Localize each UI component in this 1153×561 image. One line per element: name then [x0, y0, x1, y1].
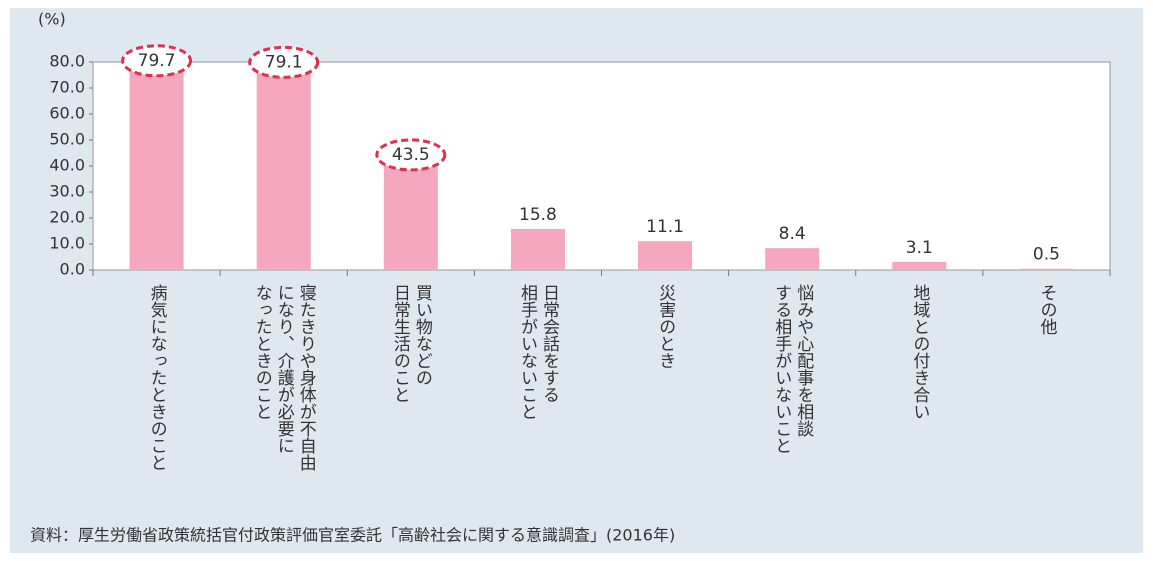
y-tick-label: 50.0 — [49, 130, 85, 149]
plot-area — [92, 61, 1111, 271]
x-tick-label: 日常生活のこと — [390, 284, 411, 403]
bar — [510, 228, 565, 270]
y-unit-label: (%) — [38, 10, 66, 29]
x-tick-label: になり、介護が必要に — [274, 284, 295, 454]
highlight-ring — [121, 44, 193, 78]
bar — [638, 241, 693, 270]
highlight-ring — [248, 45, 320, 79]
value-label: 79.1 — [265, 52, 303, 72]
y-tick-label: 10.0 — [49, 234, 85, 253]
bar — [892, 261, 947, 270]
y-tick-label: 80.0 — [49, 52, 85, 71]
value-label: 79.7 — [138, 51, 176, 71]
value-label: 0.5 — [1033, 245, 1060, 265]
x-tick-label: 相手がいないこと — [517, 284, 538, 420]
x-tick-label: する相手がいないこと — [771, 284, 792, 454]
value-label: 3.1 — [906, 238, 933, 258]
bar — [765, 248, 820, 270]
x-tick-label: 悩みや心配事を相談 — [793, 284, 814, 437]
y-tick-label: 60.0 — [49, 104, 85, 123]
value-label: 11.1 — [646, 217, 684, 237]
y-tick-label: 40.0 — [49, 156, 85, 175]
x-tick-label: その他 — [1036, 284, 1057, 335]
y-tick-label: 70.0 — [49, 78, 85, 97]
value-label: 15.8 — [519, 205, 557, 225]
source-note: 資料：厚生労働省政策統括官付政策評価官室委託「高齢社会に関する意識調査」(201… — [30, 526, 675, 545]
x-tick-label: 日常会話をする — [539, 284, 560, 403]
bar — [129, 62, 184, 270]
x-tick-label: 災害のとき — [655, 284, 676, 369]
x-tick-label: 病気になったときのこと — [147, 284, 168, 471]
y-tick-label: 20.0 — [49, 208, 85, 227]
x-tick-label: 地域との付き合い — [909, 284, 930, 420]
value-label: 43.5 — [392, 145, 430, 165]
x-tick-label: 買い物などの — [412, 284, 433, 386]
bar — [1019, 268, 1074, 270]
bar — [383, 156, 438, 270]
y-tick-label: 30.0 — [49, 182, 85, 201]
x-tick-label: 寝たきりや身体が不自由 — [296, 283, 317, 471]
highlight-ring — [375, 138, 447, 172]
bar — [256, 64, 311, 270]
x-tick-label: なったときのこと — [252, 284, 272, 420]
y-tick-label: 0.0 — [60, 260, 85, 279]
value-label: 8.4 — [779, 224, 806, 244]
